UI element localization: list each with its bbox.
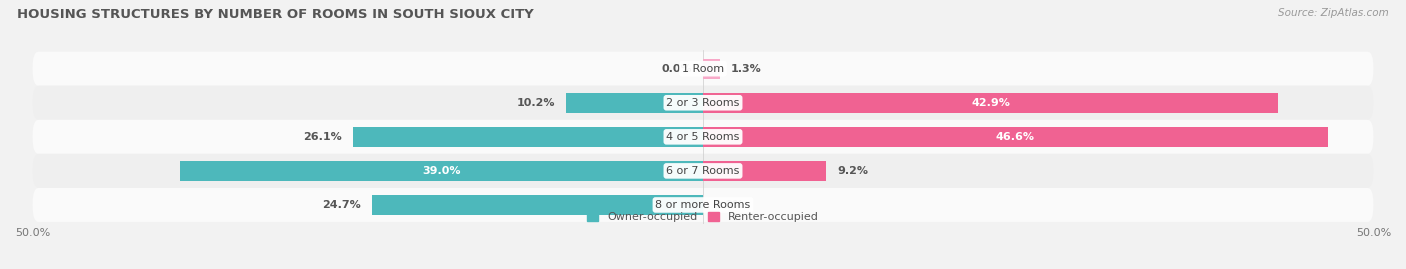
- Bar: [180, 161, 703, 181]
- Text: 26.1%: 26.1%: [304, 132, 342, 142]
- FancyBboxPatch shape: [32, 188, 1374, 222]
- Text: 9.2%: 9.2%: [837, 166, 868, 176]
- Text: 1.3%: 1.3%: [731, 64, 762, 74]
- FancyBboxPatch shape: [32, 120, 1374, 154]
- Bar: [703, 127, 1327, 147]
- Text: 4 or 5 Rooms: 4 or 5 Rooms: [666, 132, 740, 142]
- Bar: [703, 93, 1278, 113]
- Text: 2 or 3 Rooms: 2 or 3 Rooms: [666, 98, 740, 108]
- Text: 0.0%: 0.0%: [662, 64, 692, 74]
- Text: 39.0%: 39.0%: [422, 166, 461, 176]
- Text: Source: ZipAtlas.com: Source: ZipAtlas.com: [1278, 8, 1389, 18]
- Text: 42.9%: 42.9%: [972, 98, 1010, 108]
- FancyBboxPatch shape: [32, 52, 1374, 86]
- Bar: [371, 195, 703, 215]
- Bar: [703, 59, 720, 79]
- Text: 8 or more Rooms: 8 or more Rooms: [655, 200, 751, 210]
- Bar: [353, 127, 703, 147]
- Bar: [703, 161, 827, 181]
- Legend: Owner-occupied, Renter-occupied: Owner-occupied, Renter-occupied: [582, 208, 824, 227]
- Text: 24.7%: 24.7%: [322, 200, 361, 210]
- Text: 10.2%: 10.2%: [517, 98, 555, 108]
- Text: 0.0%: 0.0%: [714, 200, 744, 210]
- Text: 46.6%: 46.6%: [995, 132, 1035, 142]
- FancyBboxPatch shape: [32, 154, 1374, 188]
- Bar: [567, 93, 703, 113]
- FancyBboxPatch shape: [32, 86, 1374, 120]
- Text: HOUSING STRUCTURES BY NUMBER OF ROOMS IN SOUTH SIOUX CITY: HOUSING STRUCTURES BY NUMBER OF ROOMS IN…: [17, 8, 534, 21]
- Text: 1 Room: 1 Room: [682, 64, 724, 74]
- Text: 6 or 7 Rooms: 6 or 7 Rooms: [666, 166, 740, 176]
